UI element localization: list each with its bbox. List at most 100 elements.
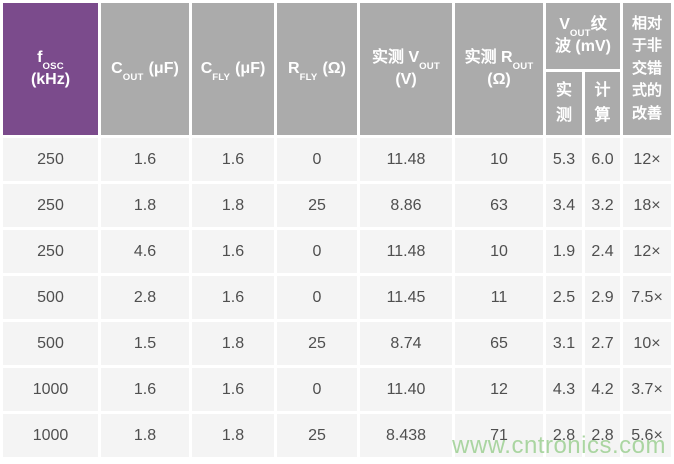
table-row: 1000 1.6 1.6 0 11.40 12 4.3 4.2 3.7× bbox=[3, 368, 671, 411]
table-cell: 63 bbox=[455, 184, 543, 227]
table-cell: 1.8 bbox=[192, 184, 274, 227]
subcol-header-measured: 实测 bbox=[546, 72, 582, 135]
table-cell: 25 bbox=[277, 184, 357, 227]
header-row-2: 实测 计算 bbox=[3, 72, 671, 135]
table-cell: 25 bbox=[277, 322, 357, 365]
table-cell: 1000 bbox=[3, 414, 98, 457]
table-cell: 1.6 bbox=[192, 138, 274, 181]
improvement-label: 相对于非交错式的改善 bbox=[631, 14, 662, 122]
table-cell: 10× bbox=[623, 322, 671, 365]
table-cell: 11.48 bbox=[360, 230, 452, 273]
table-cell: 0 bbox=[277, 138, 357, 181]
table-cell: 8.74 bbox=[360, 322, 452, 365]
table-cell: 4.6 bbox=[101, 230, 189, 273]
header-row-1: fOSC (kHz) COUT(μF) CFLY(μF) RFLY(Ω) 实测 … bbox=[3, 3, 671, 135]
subcol-header-calculated: 计算 bbox=[585, 72, 620, 135]
table-cell: 500 bbox=[3, 276, 98, 319]
table-cell: 3.2 bbox=[585, 184, 620, 227]
table-cell: 12 bbox=[455, 368, 543, 411]
table-cell: 8.86 bbox=[360, 184, 452, 227]
fosc-unit: (kHz) bbox=[30, 71, 71, 88]
table-cell: 1.5 bbox=[101, 322, 189, 365]
table-cell: 1000 bbox=[3, 368, 98, 411]
table-row: 500 1.5 1.8 25 8.74 65 3.1 2.7 10× bbox=[3, 322, 671, 365]
col-header-fosc: fOSC (kHz) bbox=[3, 3, 98, 135]
table-cell: 10 bbox=[455, 138, 543, 181]
table-cell: 5.6× bbox=[623, 414, 671, 457]
table-cell: 3.1 bbox=[546, 322, 582, 365]
table-cell: 250 bbox=[3, 230, 98, 273]
table-cell: 65 bbox=[455, 322, 543, 365]
rfly-unit: (Ω) bbox=[322, 60, 346, 78]
table-cell: 12× bbox=[623, 138, 671, 181]
table-cell: 2.5 bbox=[546, 276, 582, 319]
table-cell: 2.7 bbox=[585, 322, 620, 365]
calculated-label: 计算 bbox=[594, 81, 611, 124]
table-cell: 4.3 bbox=[546, 368, 582, 411]
table-row: 1000 1.8 1.8 25 8.438 71 2.8 2.8 5.6× bbox=[3, 414, 671, 457]
table-cell: 1.6 bbox=[192, 230, 274, 273]
col-header-improvement: 相对于非交错式的改善 bbox=[623, 3, 671, 135]
table-cell: 1.6 bbox=[101, 138, 189, 181]
cfly-unit: (μF) bbox=[235, 60, 266, 78]
table-cell: 2.8 bbox=[585, 414, 620, 457]
col-header-vout: 实测 VOUT (V) bbox=[360, 3, 452, 135]
table-cell: 250 bbox=[3, 184, 98, 227]
table-cell: 3.4 bbox=[546, 184, 582, 227]
rfly-symbol: RFLY bbox=[288, 60, 318, 83]
measured-label: 实测 bbox=[555, 81, 572, 124]
cout-unit: (μF) bbox=[148, 60, 179, 78]
rout-unit: (Ω) bbox=[487, 71, 511, 88]
vout-subscript: OUT bbox=[419, 60, 440, 72]
col-header-cout: COUT(μF) bbox=[101, 3, 189, 135]
ripple-label: VOUT纹波 (mV) bbox=[554, 16, 611, 55]
table-cell: 0 bbox=[277, 230, 357, 273]
table-cell: 250 bbox=[3, 138, 98, 181]
table-cell: 11 bbox=[455, 276, 543, 319]
table-cell: 7.5× bbox=[623, 276, 671, 319]
col-header-rfly: RFLY(Ω) bbox=[277, 3, 357, 135]
table-cell: 25 bbox=[277, 414, 357, 457]
table-row: 500 2.8 1.6 0 11.45 11 2.5 2.9 7.5× bbox=[3, 276, 671, 319]
table-cell: 4.2 bbox=[585, 368, 620, 411]
table-row: 250 4.6 1.6 0 11.48 10 1.9 2.4 12× bbox=[3, 230, 671, 273]
table-cell: 5.3 bbox=[546, 138, 582, 181]
table-cell: 2.4 bbox=[585, 230, 620, 273]
table-cell: 1.6 bbox=[101, 368, 189, 411]
table-cell: 2.8 bbox=[101, 276, 189, 319]
table-cell: 11.48 bbox=[360, 138, 452, 181]
fosc-subscript: OSC bbox=[42, 60, 64, 72]
rfly-subscript: FLY bbox=[299, 71, 318, 83]
table-cell: 11.45 bbox=[360, 276, 452, 319]
table-cell: 1.6 bbox=[192, 368, 274, 411]
table-cell: 0 bbox=[277, 276, 357, 319]
cfly-symbol: CFLY bbox=[200, 60, 231, 83]
col-header-cfly: CFLY(μF) bbox=[192, 3, 274, 135]
table-body: 250 1.6 1.6 0 11.48 10 5.3 6.0 12× 250 1.8 1.8 25 8.8… bbox=[3, 138, 671, 457]
table-cell: 2.8 bbox=[546, 414, 582, 457]
table-cell: 1.8 bbox=[101, 184, 189, 227]
table-cell: 1.6 bbox=[192, 276, 274, 319]
cout-subscript: OUT bbox=[122, 71, 144, 83]
col-header-ripple-group: VOUT纹波 (mV) bbox=[546, 3, 620, 69]
table-header: fOSC (kHz) COUT(μF) CFLY(μF) RFLY(Ω) 实测 … bbox=[3, 3, 671, 135]
ripple-subscript: OUT bbox=[569, 27, 591, 39]
table-cell: 2.9 bbox=[585, 276, 620, 319]
table-cell: 71 bbox=[455, 414, 543, 457]
table-row: 250 1.6 1.6 0 11.48 10 5.3 6.0 12× bbox=[3, 138, 671, 181]
table-cell: 1.8 bbox=[192, 322, 274, 365]
vout-label: 实测 VOUT bbox=[372, 49, 440, 72]
table-cell: 0 bbox=[277, 368, 357, 411]
table-cell: 8.438 bbox=[360, 414, 452, 457]
fosc-symbol: fOSC bbox=[37, 49, 64, 72]
table-cell: 1.9 bbox=[546, 230, 582, 273]
table-cell: 12× bbox=[623, 230, 671, 273]
table-cell: 11.40 bbox=[360, 368, 452, 411]
table-cell: 1.8 bbox=[192, 414, 274, 457]
table-cell: 3.7× bbox=[623, 368, 671, 411]
table-cell: 6.0 bbox=[585, 138, 620, 181]
table-cell: 500 bbox=[3, 322, 98, 365]
table-cell: 18× bbox=[623, 184, 671, 227]
col-header-rout: 实测 ROUT (Ω) bbox=[455, 3, 543, 135]
